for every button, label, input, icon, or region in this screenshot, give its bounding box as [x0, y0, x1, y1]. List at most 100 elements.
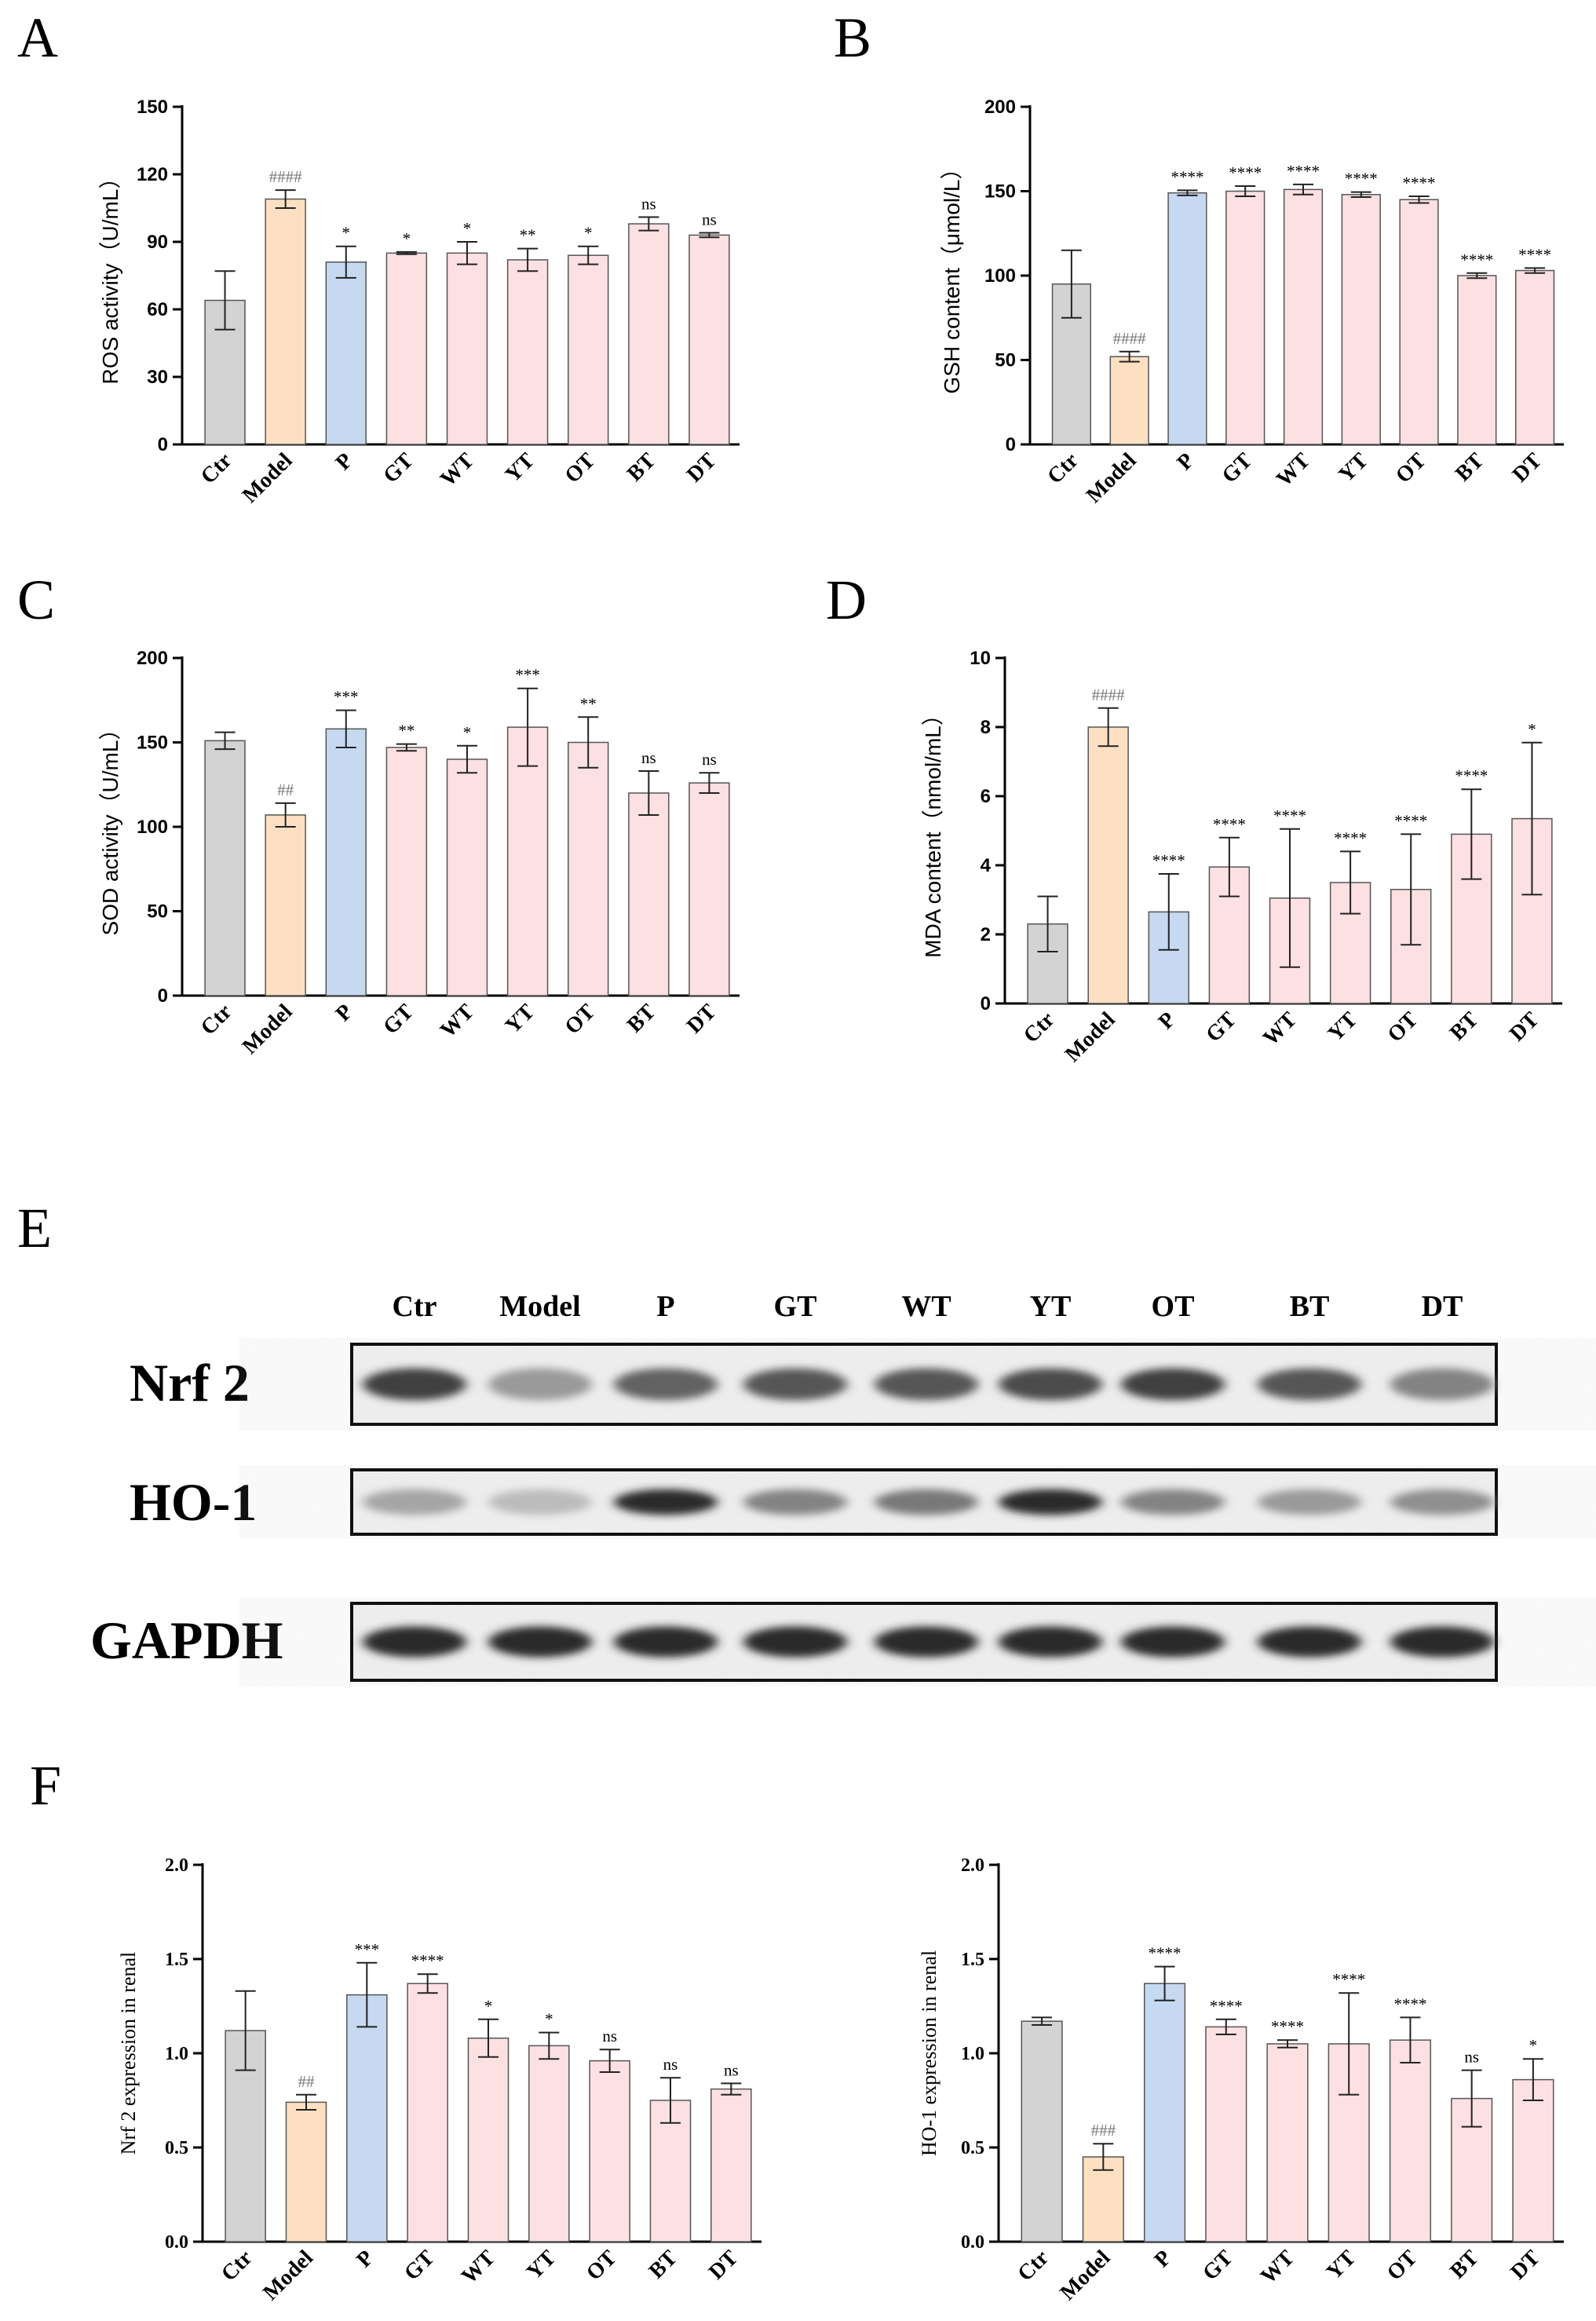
significance-label: *** — [515, 666, 540, 685]
significance-label: *** — [334, 688, 359, 707]
category-label: GT — [378, 1000, 418, 1040]
y-tick-label: 150 — [984, 181, 1016, 203]
bar-dt — [1512, 2078, 1554, 2242]
significance-label: ns — [663, 2055, 678, 2074]
category-label: Ctr — [217, 2246, 257, 2286]
category-label: BT — [623, 1000, 661, 1038]
category-label: BT — [645, 2246, 683, 2284]
bar-model — [1109, 356, 1149, 445]
blot-band — [488, 1489, 592, 1515]
category-label: DT — [704, 2246, 743, 2285]
significance-label: ns — [702, 750, 717, 769]
bar-model — [1087, 726, 1129, 1004]
category-label: OT — [582, 2246, 622, 2286]
blot-band — [1121, 1626, 1225, 1658]
y-tick-label: 120 — [137, 164, 168, 185]
y-tick-label: 200 — [984, 97, 1016, 118]
y-axis-label: MDA content（nmol/mL） — [921, 704, 945, 958]
category-label: P — [331, 448, 358, 475]
lane-label: YT — [1030, 1290, 1072, 1323]
category-label: P — [352, 2246, 378, 2272]
category-label: OT — [561, 448, 601, 488]
western-blot: Ctr Model P GT WT YT OT BT DT Nrf 2 HO-1 GAPDH — [90, 1290, 1498, 1682]
blot-band — [875, 1368, 978, 1401]
y-tick-label: 2 — [981, 924, 991, 945]
chart-d-mda: 0 2 4 6 8 10 MDA content（nmol/mL） Ctr #### Model *… — [921, 648, 1562, 1067]
bar-gt — [407, 1983, 448, 2242]
bar-bt — [628, 223, 670, 445]
bar-ot — [589, 2060, 630, 2242]
category-label: P — [331, 1000, 358, 1026]
y-tick-label: 1.0 — [165, 2044, 188, 2064]
y-axis-label: Nrf 2 expression in renal — [117, 1952, 140, 2155]
significance-label: **** — [1229, 163, 1262, 182]
lane-label: WT — [901, 1290, 951, 1323]
blot-band — [999, 1368, 1102, 1401]
category-label: BT — [1445, 2246, 1484, 2284]
bar-yt — [506, 259, 549, 445]
significance-label: ** — [398, 722, 415, 740]
category-label: OT — [561, 1000, 601, 1040]
category-label: DT — [1508, 448, 1547, 488]
significance-label: ns — [641, 194, 656, 213]
y-tick-label: 8 — [981, 717, 991, 738]
category-label: Model — [238, 448, 298, 508]
y-tick-label: 150 — [137, 97, 168, 118]
significance-label: **** — [1271, 2017, 1304, 2036]
bar-ot — [568, 741, 609, 996]
significance-label: **** — [1210, 1997, 1243, 2016]
y-tick-label: 200 — [137, 648, 168, 669]
category-label: GT — [1218, 448, 1258, 488]
category-label: WT — [1272, 448, 1315, 492]
y-tick-label: 50 — [147, 901, 168, 923]
category-label: DT — [682, 1000, 721, 1039]
bar-yt — [528, 2045, 570, 2242]
blot-band — [875, 1489, 978, 1515]
blot-band — [1258, 1626, 1361, 1658]
significance-label: * — [484, 1997, 493, 2016]
bar-dt — [688, 234, 730, 445]
bar-ot — [1389, 2039, 1432, 2242]
y-tick-label: 0.0 — [961, 2232, 984, 2253]
bar-model — [285, 2101, 327, 2242]
category-label: GT — [1198, 2246, 1238, 2286]
blot-band — [614, 1626, 718, 1658]
blot-band — [1258, 1368, 1361, 1401]
blot-band — [999, 1626, 1102, 1658]
significance-label: **** — [1403, 174, 1436, 192]
blot-band — [614, 1368, 718, 1401]
y-tick-label: 1.5 — [961, 1950, 984, 1970]
y-tick-label: 0 — [158, 434, 168, 455]
category-label: OT — [1382, 2246, 1423, 2286]
panel-label-b: B — [834, 6, 871, 69]
category-label: WT — [436, 1000, 479, 1043]
bar-dt — [1515, 269, 1555, 445]
category-label: DT — [1506, 2246, 1545, 2285]
lane-label: Model — [499, 1290, 580, 1323]
category-label: Ctr — [196, 1000, 237, 1040]
bar-ot — [568, 254, 609, 445]
y-tick-label: 0 — [1006, 434, 1016, 455]
y-tick-label: 2.0 — [961, 1855, 984, 1876]
significance-label: ## — [298, 2072, 316, 2091]
significance-label: **** — [1152, 851, 1185, 870]
y-tick-label: 50 — [995, 350, 1016, 371]
lane-label: OT — [1152, 1290, 1195, 1323]
significance-label: * — [463, 723, 472, 742]
y-tick-label: 10 — [970, 648, 991, 669]
category-label: YT — [501, 1000, 540, 1039]
bar-wt — [446, 758, 488, 996]
category-label: Model — [258, 2246, 318, 2305]
blot-band — [1390, 1489, 1494, 1515]
y-tick-label: 100 — [984, 265, 1016, 287]
blot-band — [875, 1626, 978, 1658]
bar-ot — [1399, 199, 1439, 445]
category-label: Ctr — [1043, 448, 1083, 489]
significance-label: ** — [580, 694, 597, 713]
y-tick-label: 150 — [137, 733, 168, 754]
category-label: BT — [1451, 448, 1489, 487]
significance-label: * — [545, 2010, 553, 2029]
panel-label-a: A — [17, 6, 58, 69]
category-label: YT — [1322, 2246, 1361, 2285]
